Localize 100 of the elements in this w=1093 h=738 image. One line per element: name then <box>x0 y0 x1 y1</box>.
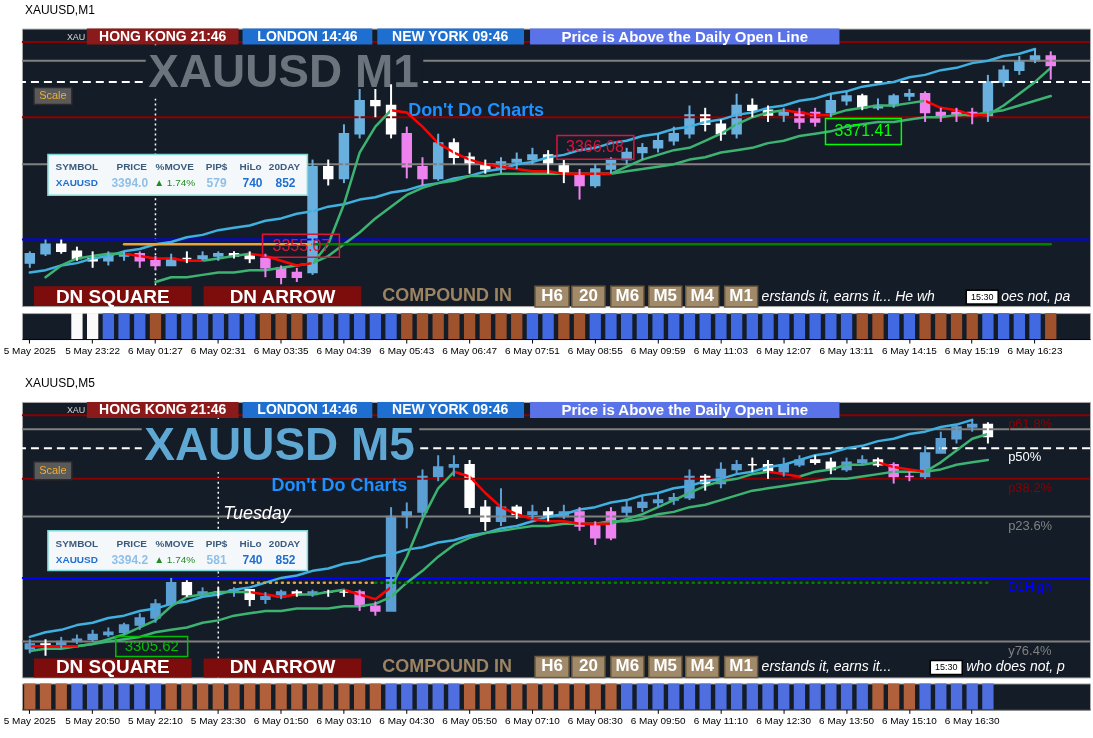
x-tick-label: 6 May 11:03 <box>693 344 749 356</box>
text: COMPOUND IN <box>382 656 512 677</box>
x-tick-label: 6 May 06:47 <box>442 344 498 356</box>
x-tick-label: 6 May 03:35 <box>253 344 309 356</box>
text: HONG KONG 21:46 <box>99 400 227 417</box>
text: M6 <box>615 286 640 306</box>
text: erstands it, earns it... He wh <box>761 288 935 305</box>
x-tick-label: 6 May 12:07 <box>756 344 812 356</box>
annotation: XAUUSD M1 <box>148 44 419 97</box>
text: COMPOUND IN <box>382 285 512 306</box>
text: M5 <box>653 656 678 676</box>
x-tick-label: 6 May 08:30 <box>567 714 624 726</box>
annotation: 579 <box>206 176 227 191</box>
x-tick-label: 6 May 08:55 <box>567 344 624 356</box>
annotation: 852 <box>275 176 296 191</box>
text: LONDON 14:46 <box>257 27 358 44</box>
ref-line-label: Tuesday <box>223 502 292 523</box>
ref-line-label: p50% <box>1008 449 1042 465</box>
annotation: PIP$ <box>205 537 228 549</box>
text: M4 <box>690 286 715 306</box>
annotation: SYMBOL <box>55 537 99 549</box>
text: M6 <box>615 656 640 676</box>
text: NEW YORK 09:46 <box>392 27 509 44</box>
text: DN SQUARE <box>55 286 170 308</box>
ref-line-label: p61.8% <box>1008 416 1053 432</box>
text: oes not, pa <box>1001 288 1071 305</box>
annotation: 740 <box>242 176 263 191</box>
annotation: HiLo <box>239 537 262 549</box>
x-tick-label: 6 May 03:10 <box>316 714 372 726</box>
x-tick-label: 5 May 22:10 <box>128 714 184 726</box>
text: M4 <box>690 656 715 676</box>
x-tick-label: 6 May 01:50 <box>253 714 309 726</box>
text: XAU <box>66 404 86 415</box>
text: M1 <box>729 286 753 306</box>
text: Price is Above the Daily Open Line <box>561 27 808 45</box>
text: 20 <box>578 656 598 676</box>
x-tick-label: 6 May 04:39 <box>316 344 372 356</box>
x-tick-label: 6 May 11:10 <box>693 714 749 726</box>
x-tick-label: 6 May 14:15 <box>881 344 938 356</box>
text: DN ARROW <box>229 656 336 678</box>
x-tick-label: 5 May 2025 <box>3 714 57 726</box>
annotation: 3394.2 <box>111 552 149 567</box>
text: who does not, p <box>966 658 1066 675</box>
annotation: Scale <box>39 89 67 102</box>
x-tick-label: 6 May 13:50 <box>819 714 875 726</box>
x-tick-label: 6 May 16:23 <box>1007 344 1063 356</box>
text: H6 <box>541 286 563 306</box>
text: 20 <box>578 286 598 306</box>
x-tick-label: 6 May 02:31 <box>190 344 247 356</box>
text: 15:30 <box>935 662 958 673</box>
x-tick-label: 6 May 09:50 <box>630 714 686 726</box>
text: 15:30 <box>970 292 994 303</box>
x-tick-label: 6 May 05:50 <box>442 714 498 726</box>
annotation: XAUUSD M5 <box>144 417 415 470</box>
annotation: 581 <box>206 552 227 567</box>
text: DN ARROW <box>229 286 336 308</box>
text: LONDON 14:46 <box>257 400 358 417</box>
annotation: 20DAY <box>268 537 301 549</box>
x-tick-label: 5 May 23:30 <box>190 714 247 726</box>
x-tick-label: 5 May 2025 <box>3 344 57 356</box>
chart-title: XAUUSD,M5 <box>24 376 96 391</box>
ref-line-label: D1High <box>1008 578 1052 594</box>
text: erstands it, earns it... <box>761 658 892 675</box>
annotation: %MOVE <box>155 537 195 549</box>
annotation: Scale <box>39 463 67 476</box>
x-tick-label: 6 May 13:11 <box>819 344 875 356</box>
annotation: Don't Do Charts <box>408 100 545 121</box>
x-tick-label: 6 May 15:19 <box>944 344 1001 356</box>
annotation: PRICE <box>116 537 148 549</box>
annotation: 3371.41 <box>834 122 893 140</box>
annotation: 3305.62 <box>124 637 179 655</box>
text: M1 <box>729 656 753 676</box>
annotation: PIP$ <box>205 161 228 173</box>
x-tick-label: 6 May 16:30 <box>944 714 1001 726</box>
x-tick-label: 6 May 04:30 <box>379 714 435 726</box>
annotation: %MOVE <box>155 161 195 173</box>
text: XAU <box>66 31 86 42</box>
x-tick-label: 6 May 12:30 <box>756 714 812 726</box>
ref-line-label: p38.2% <box>1008 479 1053 495</box>
text: HONG KONG 21:46 <box>99 27 227 44</box>
annotation: ▲ 1.74% <box>154 553 196 565</box>
annotation: ▲ 1.74% <box>154 177 196 189</box>
chart-title: XAUUSD,M1 <box>24 2 96 17</box>
annotation: HiLo <box>239 161 262 173</box>
x-tick-label: 6 May 07:10 <box>504 714 561 726</box>
x-tick-label: 5 May 20:50 <box>65 714 121 726</box>
x-tick-label: 5 May 23:22 <box>65 344 121 356</box>
annotation: 3394.0 <box>111 176 149 191</box>
annotation: 20DAY <box>268 161 301 173</box>
ref-line-label: p23.6% <box>1008 517 1053 533</box>
text: DN SQUARE <box>55 656 170 678</box>
annotation: XAUUSD <box>55 553 98 565</box>
x-tick-label: 6 May 05:43 <box>379 344 435 356</box>
text: H6 <box>541 656 563 676</box>
text: M5 <box>653 286 678 306</box>
x-tick-label: 6 May 15:10 <box>881 714 938 726</box>
text: Price is Above the Daily Open Line <box>561 400 808 418</box>
annotation: XAUUSD <box>55 177 98 189</box>
annotation: PRICE <box>116 161 148 173</box>
text: NEW YORK 09:46 <box>392 400 509 417</box>
